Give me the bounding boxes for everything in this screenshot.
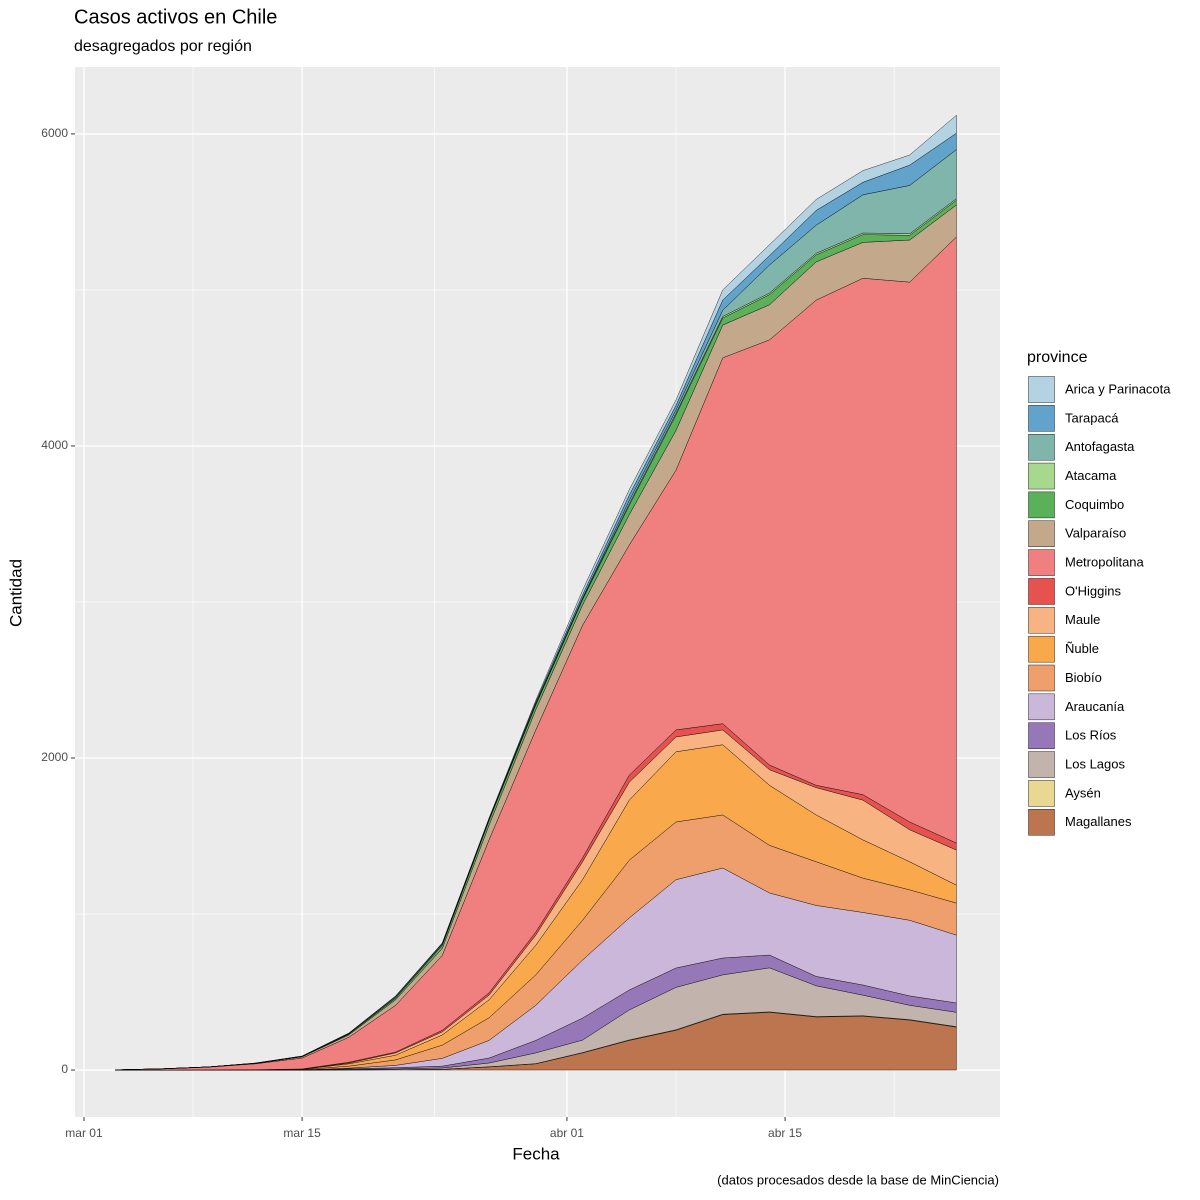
legend-swatch — [1028, 405, 1055, 432]
legend-label: Los Lagos — [1065, 756, 1125, 771]
y-tick-label: 0 — [61, 1062, 68, 1076]
legend-swatch — [1028, 607, 1055, 634]
legend-swatch — [1028, 578, 1055, 605]
legend-label: Biobío — [1065, 670, 1102, 685]
legend-swatch — [1028, 722, 1055, 749]
legend-title: province — [1027, 349, 1088, 366]
y-tick-label: 4000 — [41, 438, 68, 452]
caption: (datos procesados desde la base de MinCi… — [717, 1172, 999, 1187]
legend-label: Arica y Parinacota — [1065, 381, 1171, 396]
legend-swatch — [1028, 751, 1055, 778]
x-tick-label: mar 01 — [65, 1126, 103, 1140]
legend-swatch — [1028, 462, 1055, 490]
y-axis-label: Cantidad — [6, 559, 25, 627]
x-tick-label: abr 01 — [550, 1126, 584, 1140]
x-axis-label: Fecha — [512, 1144, 560, 1163]
legend-label: Maule — [1065, 612, 1100, 627]
legend-label: Antofagasta — [1065, 439, 1135, 454]
legend-label: Ñuble — [1065, 641, 1099, 656]
legend-swatch — [1028, 780, 1055, 807]
chart-subtitle: desagregados por región — [74, 38, 252, 55]
legend-swatch — [1028, 809, 1055, 836]
legend-label: Araucanía — [1065, 699, 1125, 714]
legend-label: Los Ríos — [1065, 728, 1117, 743]
legend-swatch — [1028, 376, 1055, 403]
legend-label: Tarapacá — [1065, 410, 1119, 425]
legend-label: Magallanes — [1065, 814, 1132, 829]
y-tick-label: 6000 — [41, 126, 68, 140]
area — [114, 115, 957, 1071]
legend-label: Atacama — [1065, 468, 1117, 483]
legend-label: Valparaíso — [1065, 526, 1126, 541]
y-tick-label: 2000 — [41, 750, 68, 764]
legend-label: Metropolitana — [1065, 555, 1145, 570]
x-tick-label: mar 15 — [283, 1126, 321, 1140]
legend-label: O'Higgins — [1065, 583, 1121, 598]
legend-swatch — [1028, 549, 1055, 576]
legend-swatch — [1028, 520, 1055, 547]
legend-swatch — [1028, 693, 1055, 721]
legend-label: Coquimbo — [1065, 497, 1124, 512]
chart-title: Casos activos en Chile — [74, 6, 277, 28]
x-tick-label: abr 15 — [768, 1126, 802, 1140]
legend-swatch — [1028, 664, 1055, 692]
legend-swatch — [1028, 434, 1055, 461]
legend-label: Aysén — [1065, 785, 1101, 800]
legend-swatch — [1028, 635, 1055, 663]
legend-swatch — [1028, 491, 1055, 519]
